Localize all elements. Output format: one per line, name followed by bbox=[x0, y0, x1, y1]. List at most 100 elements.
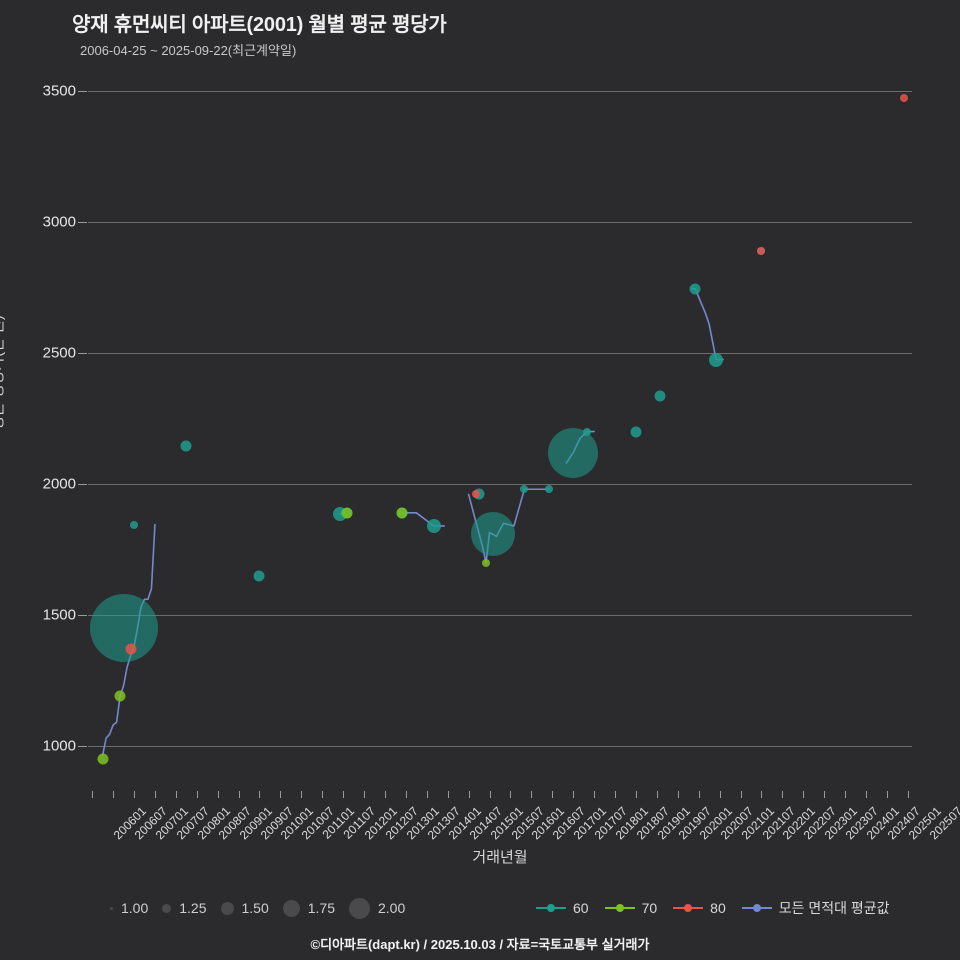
legend-size-item-1.75[interactable]: 1.75 bbox=[282, 899, 349, 917]
x-tick-mark-200607 bbox=[113, 791, 115, 798]
x-tick-mark-201807 bbox=[615, 791, 617, 798]
x-tick-mark-202301 bbox=[803, 791, 805, 798]
data-point-70-201202 bbox=[341, 507, 353, 519]
x-tick-mark-201401 bbox=[426, 791, 428, 798]
legend-size-dot-icon bbox=[162, 903, 172, 913]
x-tick-mark-201307 bbox=[405, 791, 407, 798]
legend-series-label: 60 bbox=[573, 900, 589, 916]
x-tick-mark-201707 bbox=[573, 791, 575, 798]
legend-size-label: 1.00 bbox=[121, 900, 149, 916]
legend-series-item-모든 면적대 평균값[interactable]: 모든 면적대 평균값 bbox=[741, 898, 890, 918]
x-axis-label: 거래년월 bbox=[472, 849, 528, 866]
x-axis: 200601 200607 200701 200707 200801 200807 2009… bbox=[88, 746, 960, 866]
data-point-70-201506 bbox=[482, 558, 491, 567]
x-tick-mark-202101 bbox=[719, 791, 721, 798]
data-point-60-200804 bbox=[180, 440, 192, 452]
y-tick-mark-1000 bbox=[78, 746, 87, 747]
legend-size-dot-icon bbox=[110, 906, 113, 910]
legend-size-scale: 1.00 1.25 1.50 1.75 2.00 bbox=[110, 888, 419, 928]
y-tick-label-1000: 1000 bbox=[42, 737, 76, 755]
x-tick-mark-201701 bbox=[552, 791, 554, 798]
legend-series-marker-icon bbox=[536, 902, 566, 914]
legend-size-item-1.00[interactable]: 1.00 bbox=[110, 900, 162, 916]
data-point-60-201707 bbox=[548, 427, 599, 478]
y-tick-mark-2000 bbox=[78, 484, 87, 485]
legend-series-marker-icon bbox=[741, 902, 772, 914]
legend-dot-icon bbox=[547, 904, 555, 912]
x-tick-mark-202507 bbox=[907, 791, 909, 798]
x-tick-mark-201107 bbox=[322, 791, 324, 798]
x-tick-mark-201501 bbox=[468, 791, 470, 798]
data-point-60-201403 bbox=[426, 518, 441, 533]
legend-series-label: 80 bbox=[710, 900, 726, 916]
average-line-segment-5 bbox=[690, 288, 724, 361]
legend-size-label: 2.00 bbox=[378, 900, 406, 916]
x-tick-mark-201007 bbox=[280, 791, 282, 798]
legend-size-label: 1.50 bbox=[241, 900, 269, 916]
data-point-80-202506 bbox=[900, 93, 909, 102]
y-tick-mark-3000 bbox=[78, 222, 87, 223]
legend-series-label: 모든 면적대 평균값 bbox=[778, 900, 890, 916]
data-point-70-200609 bbox=[114, 690, 126, 702]
x-tick-mark-202307 bbox=[824, 791, 826, 798]
x-tick-mark-202107 bbox=[740, 791, 742, 798]
legend-series-marker-icon bbox=[673, 902, 704, 914]
gridline-3000 bbox=[88, 222, 912, 223]
x-tick-mark-201201 bbox=[343, 791, 345, 798]
plot-area bbox=[88, 91, 912, 765]
x-tick-mark-200901 bbox=[217, 791, 219, 798]
data-point-60-201711 bbox=[583, 427, 592, 436]
data-point-60-201612 bbox=[544, 485, 553, 494]
x-tick-mark-201607 bbox=[531, 791, 533, 798]
x-tick-mark-201001 bbox=[259, 791, 261, 798]
data-point-60-200701 bbox=[130, 520, 138, 529]
legend-series-marker-icon bbox=[604, 902, 635, 914]
page-title: 양재 휴먼씨티 아파트(2001) 월별 평균 평당가 bbox=[72, 14, 447, 36]
y-tick-mark-1500 bbox=[78, 615, 87, 616]
legend-size-label: 1.25 bbox=[179, 900, 207, 916]
legend-series-item-80[interactable]: 80 bbox=[673, 900, 726, 916]
legend-size-item-1.25[interactable]: 1.25 bbox=[162, 900, 220, 916]
legend-size-dot-icon bbox=[220, 901, 234, 915]
x-tick-mark-202501 bbox=[886, 791, 888, 798]
gridline-3500 bbox=[88, 91, 912, 92]
data-point-60-202006 bbox=[689, 283, 701, 295]
average-line-series bbox=[101, 288, 724, 756]
x-tick-mark-201207 bbox=[364, 791, 366, 798]
data-point-60-202012 bbox=[709, 352, 724, 367]
y-tick-label-3000: 3000 bbox=[42, 213, 76, 231]
gridline-1000 bbox=[88, 746, 912, 747]
x-tick-mark-202407 bbox=[865, 791, 867, 798]
x-tick-mark-200907 bbox=[238, 791, 240, 798]
data-point-60-201508 bbox=[471, 511, 516, 556]
legend-size-item-1.50[interactable]: 1.50 bbox=[220, 900, 283, 916]
footer-credit: ©디아파트(dapt.kr) / 2025.10.03 / 자료=국토교통부 실… bbox=[310, 937, 650, 952]
x-tick-mark-200801 bbox=[175, 791, 177, 798]
data-point-60-200610 bbox=[89, 594, 158, 663]
x-tick-mark-201507 bbox=[489, 791, 491, 798]
legend: 1.00 1.25 1.50 1.75 2.00 60 70 80 모든 면적대 평균값 bbox=[0, 888, 960, 928]
x-tick-mark-202207 bbox=[782, 791, 784, 798]
data-point-70-200604 bbox=[97, 753, 109, 765]
x-tick-mark-202201 bbox=[761, 791, 763, 798]
legend-series-label: 70 bbox=[641, 900, 658, 916]
x-tick-mark-202401 bbox=[845, 791, 847, 798]
legend-series-item-60[interactable]: 60 bbox=[536, 900, 589, 916]
gridline-2000 bbox=[88, 484, 912, 485]
x-tick-mark-202001 bbox=[677, 791, 679, 798]
y-tick-label-1500: 1500 bbox=[42, 606, 76, 624]
legend-size-item-2.00[interactable]: 2.00 bbox=[349, 897, 419, 919]
x-tick-mark-201407 bbox=[447, 791, 449, 798]
x-tick-mark-202007 bbox=[698, 791, 700, 798]
x-tick-mark-201601 bbox=[510, 791, 512, 798]
data-point-80-202201 bbox=[757, 246, 766, 255]
gridline-2500 bbox=[88, 353, 912, 354]
y-tick-label-3500: 3500 bbox=[42, 82, 76, 100]
data-point-70-201306 bbox=[396, 507, 408, 519]
x-tick-mark-200601 bbox=[92, 791, 94, 798]
legend-series-item-70[interactable]: 70 bbox=[604, 900, 658, 916]
legend-dot-icon bbox=[684, 904, 693, 912]
data-point-60-201001 bbox=[253, 570, 265, 582]
x-tick-mark-201801 bbox=[594, 791, 596, 798]
